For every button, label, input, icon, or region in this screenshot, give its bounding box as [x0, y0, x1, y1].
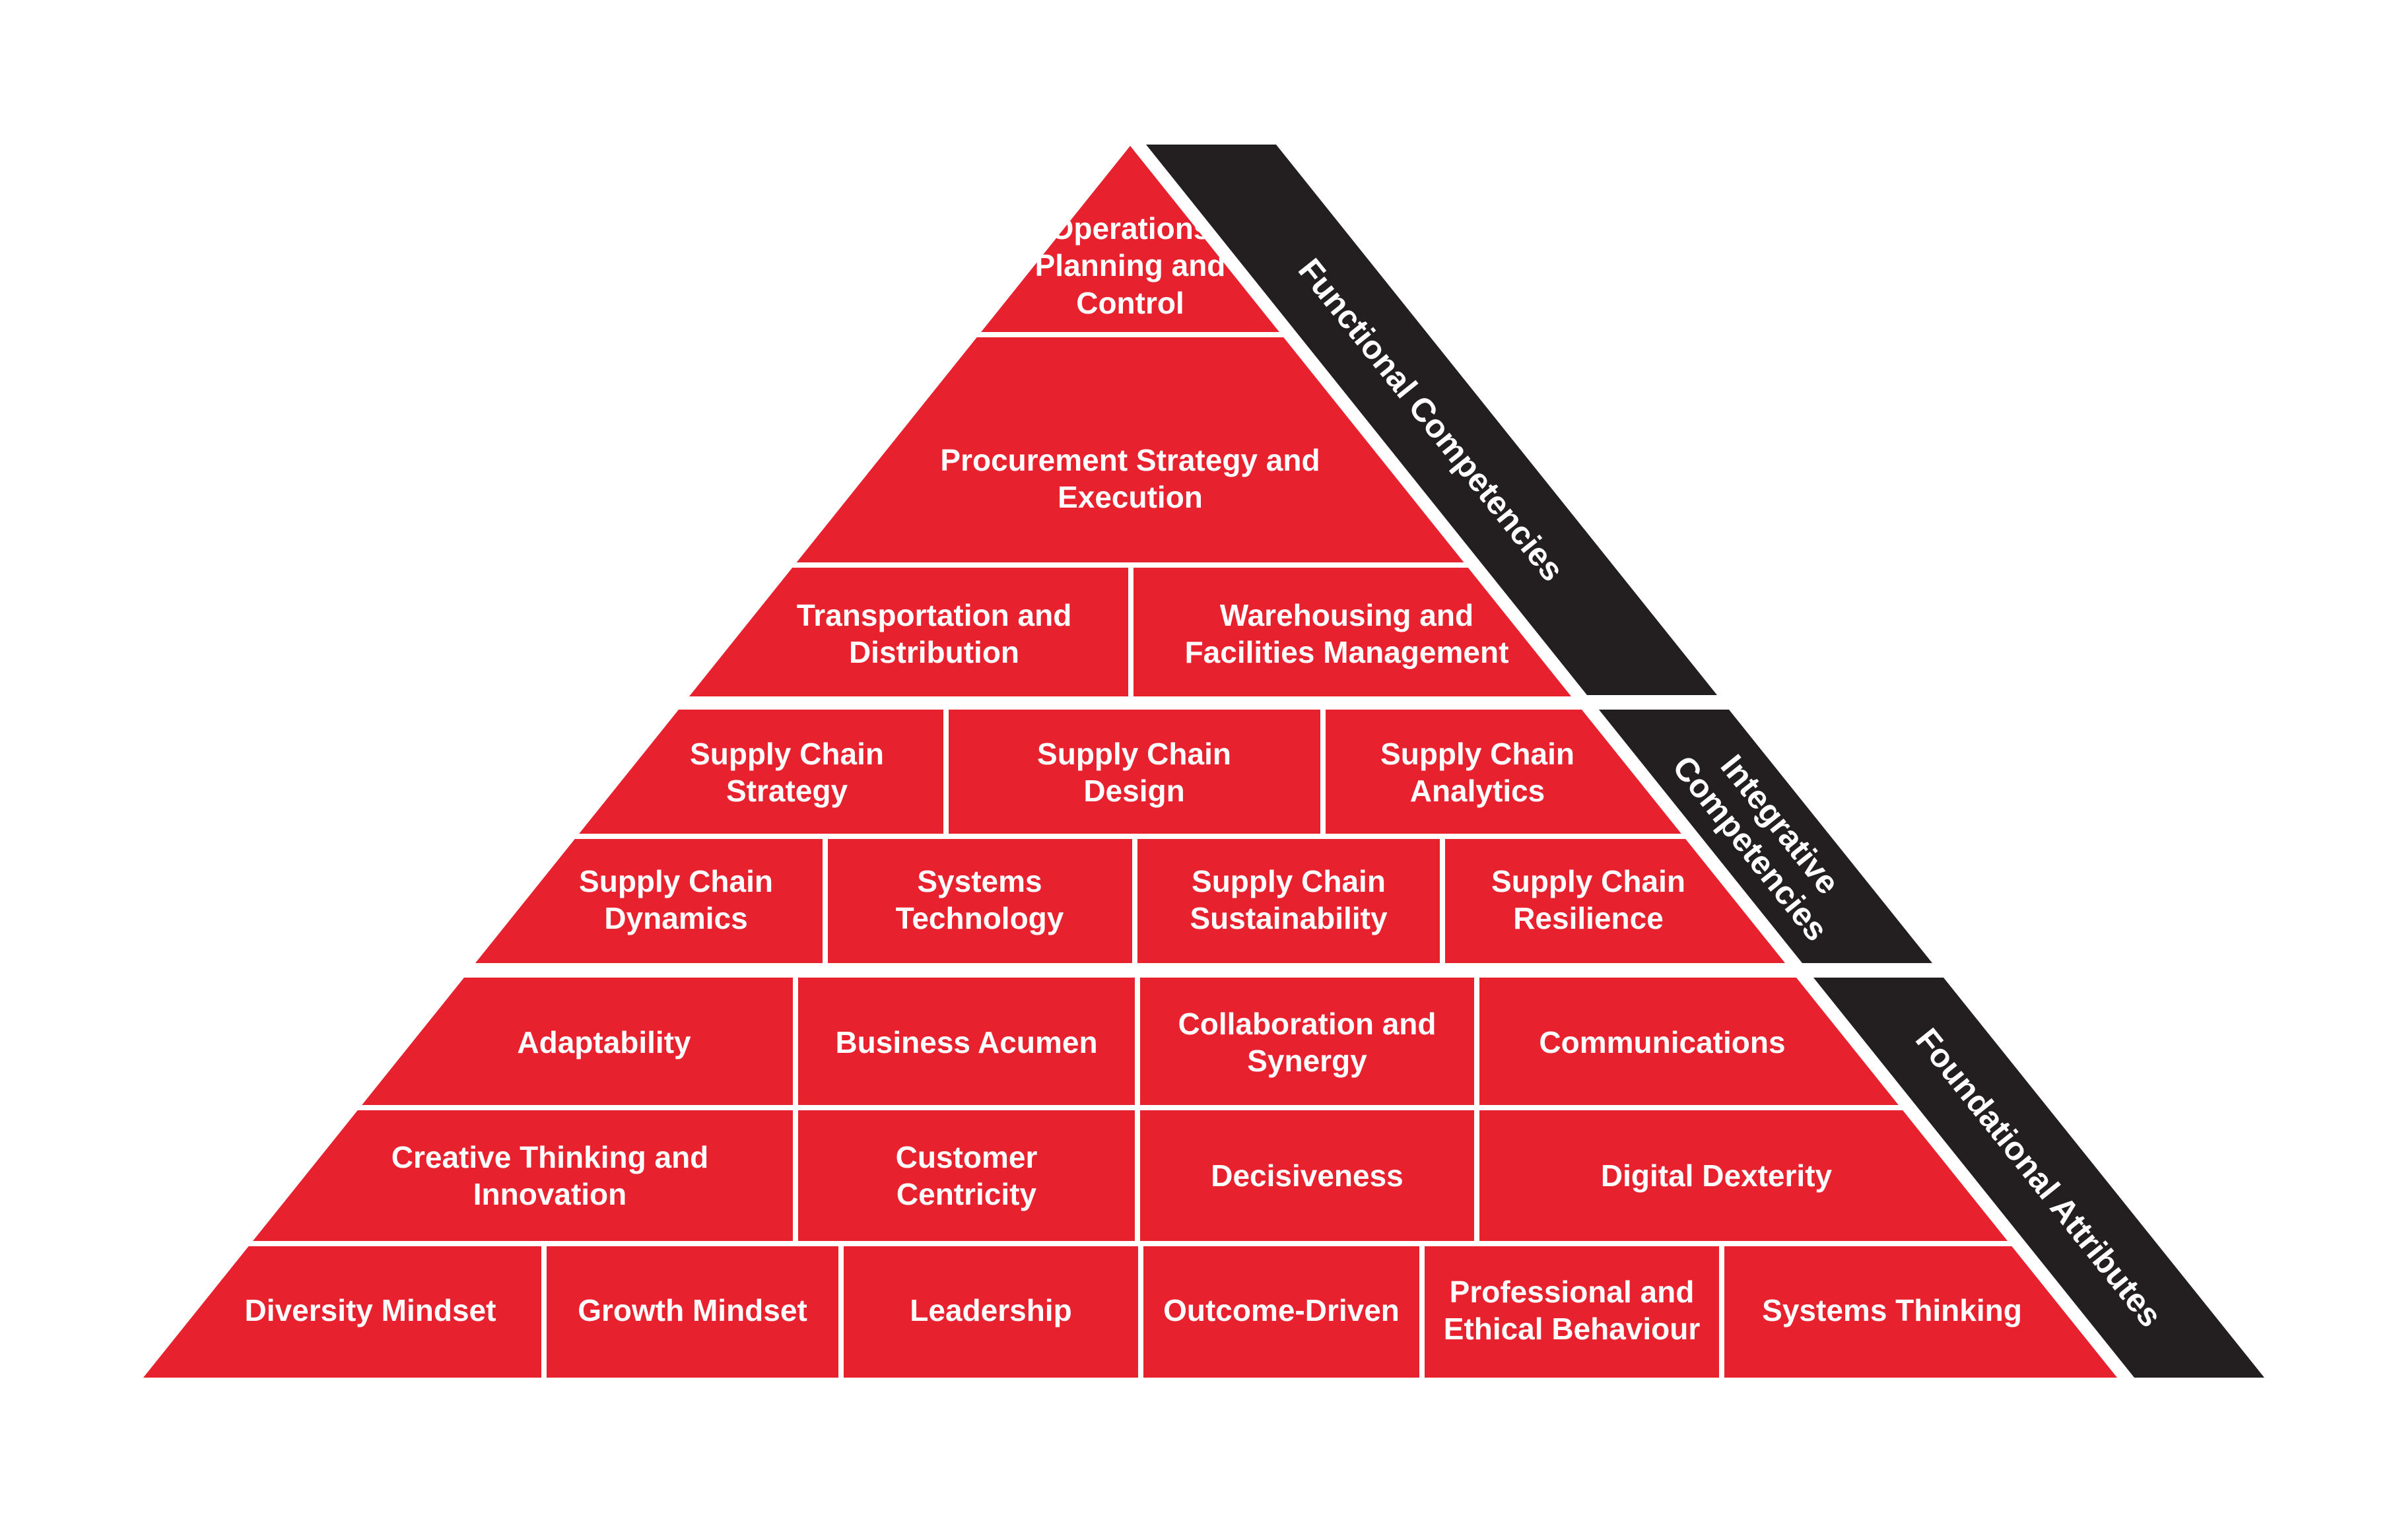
cell-divider-line — [1128, 565, 1133, 696]
cell-divider-line — [1138, 1244, 1143, 1378]
row-divider-line — [475, 834, 1785, 839]
cell-divider-line — [1440, 836, 1445, 963]
cell-divider-line — [541, 1244, 547, 1378]
row-divider-line — [143, 1241, 2117, 1246]
row-divider-line — [689, 332, 1571, 337]
cell-divider-line — [1132, 836, 1137, 963]
cell-divider-line — [1719, 1244, 1724, 1378]
cell-divider-line — [943, 710, 949, 836]
row-divider-line — [143, 1105, 2117, 1110]
cell-divider-line — [1474, 978, 1479, 1244]
cell-divider-line — [823, 836, 828, 963]
cell-divider-line — [838, 1244, 844, 1378]
cell-divider-line — [793, 978, 798, 1244]
row-divider-line — [689, 562, 1571, 568]
cell-divider-line — [1320, 710, 1326, 836]
cell-divider-line — [1419, 1244, 1425, 1378]
cell-divider-line — [1135, 978, 1140, 1244]
